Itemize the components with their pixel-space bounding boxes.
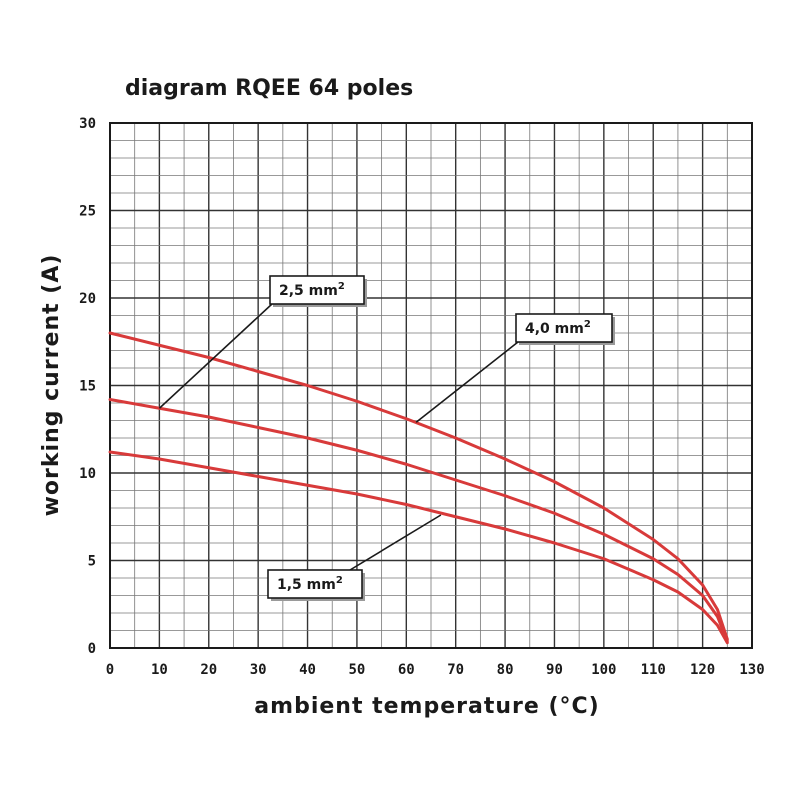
x-tick-label: 120 [690, 662, 715, 678]
tick-labels: 0 10 20 30 40 50 60 70 80 90 100 110 120 130 0 5 10 15 20 2… [79, 116, 765, 678]
callout-4-0-mm: 4,0 mm2 [415, 313, 615, 423]
x-tick-label: 0 [106, 662, 114, 678]
series-line-1-5-mm [108, 450, 729, 645]
y-axis-label: working current (A) [39, 254, 64, 517]
y-tick-label: 20 [79, 291, 96, 307]
x-tick-label: 130 [739, 662, 764, 678]
y-tick-label: 15 [79, 379, 96, 395]
series-line-2-5-mm [108, 398, 729, 643]
callout-label-superscript: 2 [336, 575, 343, 586]
x-tick-label: 70 [447, 662, 464, 678]
callout-1-5-mm: 1,5 mm2 [267, 514, 442, 601]
callout-box [269, 275, 365, 305]
y-tick-label: 30 [79, 116, 96, 132]
callout-leader-line [349, 514, 442, 571]
series-line-4-0-mm [108, 331, 729, 641]
callout-label-superscript: 2 [338, 281, 345, 292]
x-axis-label: ambient temperature (°C) [254, 694, 599, 719]
x-tick-label: 30 [250, 662, 267, 678]
grid [109, 122, 753, 649]
callout-2-5-mm: 2,5 mm2 [158, 275, 367, 409]
y-tick-label: 25 [79, 204, 96, 220]
plot-frame [109, 122, 753, 649]
callouts: 2,5 mm2 4,0 mm2 1,5 mm2 [158, 275, 615, 601]
callout-label: 1,5 mm2 [277, 575, 343, 593]
y-tick-label: 10 [79, 466, 96, 482]
chart-title: diagram RQEE 64 poles [125, 76, 413, 101]
x-tick-label: 50 [348, 662, 365, 678]
series-lines [108, 331, 729, 645]
callout-box [267, 569, 363, 599]
x-tick-label: 60 [398, 662, 415, 678]
callout-label: 4,0 mm2 [525, 319, 591, 337]
y-tick-label: 0 [88, 641, 96, 657]
x-tick-label: 90 [546, 662, 563, 678]
callout-leader-line [415, 341, 519, 423]
callout-box [515, 313, 613, 343]
x-tick-label: 40 [299, 662, 316, 678]
callout-label: 2,5 mm2 [279, 281, 345, 299]
y-tick-label: 5 [88, 554, 96, 570]
x-tick-label: 110 [641, 662, 666, 678]
x-tick-label: 10 [151, 662, 168, 678]
x-tick-label: 20 [200, 662, 217, 678]
callout-label-superscript: 2 [584, 319, 591, 330]
x-tick-label: 100 [591, 662, 616, 678]
x-tick-label: 80 [497, 662, 514, 678]
callout-leader-line [158, 303, 273, 409]
